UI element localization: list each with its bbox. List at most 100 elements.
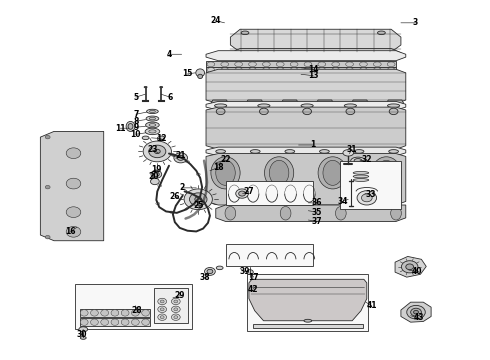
Polygon shape bbox=[206, 107, 406, 149]
Ellipse shape bbox=[304, 62, 312, 67]
Ellipse shape bbox=[149, 145, 166, 158]
Ellipse shape bbox=[131, 319, 139, 325]
Text: 40: 40 bbox=[411, 267, 422, 276]
Ellipse shape bbox=[332, 68, 340, 72]
Text: 1: 1 bbox=[311, 140, 316, 149]
Ellipse shape bbox=[377, 31, 385, 35]
Ellipse shape bbox=[263, 62, 270, 67]
Text: 43: 43 bbox=[413, 314, 424, 323]
Ellipse shape bbox=[174, 300, 178, 303]
Text: 26: 26 bbox=[170, 192, 180, 201]
Ellipse shape bbox=[126, 121, 135, 131]
Polygon shape bbox=[206, 102, 406, 110]
Polygon shape bbox=[351, 100, 369, 104]
Text: 20: 20 bbox=[148, 172, 159, 181]
Ellipse shape bbox=[401, 261, 418, 273]
Ellipse shape bbox=[407, 305, 425, 319]
Ellipse shape bbox=[241, 31, 249, 35]
Ellipse shape bbox=[346, 108, 355, 114]
Polygon shape bbox=[40, 131, 104, 241]
Ellipse shape bbox=[221, 62, 229, 67]
Ellipse shape bbox=[111, 319, 119, 325]
Ellipse shape bbox=[301, 104, 313, 108]
Ellipse shape bbox=[149, 111, 155, 112]
Text: 22: 22 bbox=[220, 156, 231, 165]
Polygon shape bbox=[206, 147, 406, 156]
Text: 34: 34 bbox=[337, 197, 348, 206]
Ellipse shape bbox=[258, 104, 270, 108]
Ellipse shape bbox=[285, 150, 294, 153]
Ellipse shape bbox=[145, 128, 160, 135]
Ellipse shape bbox=[290, 68, 298, 72]
Text: 33: 33 bbox=[366, 190, 376, 199]
Text: 17: 17 bbox=[248, 273, 259, 282]
Text: 29: 29 bbox=[174, 291, 185, 300]
Text: 12: 12 bbox=[156, 134, 167, 143]
Ellipse shape bbox=[354, 150, 364, 153]
Ellipse shape bbox=[373, 62, 381, 67]
Ellipse shape bbox=[79, 327, 88, 332]
Ellipse shape bbox=[91, 319, 98, 325]
Ellipse shape bbox=[207, 62, 215, 67]
Text: 3: 3 bbox=[413, 18, 418, 27]
Ellipse shape bbox=[304, 68, 312, 72]
Ellipse shape bbox=[158, 306, 167, 312]
Ellipse shape bbox=[91, 310, 98, 316]
Ellipse shape bbox=[144, 86, 147, 88]
Text: 23: 23 bbox=[147, 145, 158, 154]
Ellipse shape bbox=[45, 185, 50, 189]
Ellipse shape bbox=[236, 189, 248, 198]
Ellipse shape bbox=[221, 68, 229, 72]
Ellipse shape bbox=[66, 207, 81, 217]
Polygon shape bbox=[230, 49, 401, 60]
Ellipse shape bbox=[121, 310, 129, 316]
Text: 35: 35 bbox=[312, 208, 322, 217]
Bar bbox=[225, 244, 313, 266]
Ellipse shape bbox=[195, 197, 202, 202]
Ellipse shape bbox=[150, 178, 159, 185]
Ellipse shape bbox=[147, 109, 158, 113]
Ellipse shape bbox=[248, 68, 256, 72]
Ellipse shape bbox=[216, 266, 223, 270]
Text: 2: 2 bbox=[179, 183, 184, 192]
Ellipse shape bbox=[80, 319, 88, 325]
Polygon shape bbox=[281, 100, 298, 104]
Ellipse shape bbox=[174, 153, 188, 163]
Text: 41: 41 bbox=[367, 301, 377, 310]
Ellipse shape bbox=[160, 86, 163, 88]
Text: 9: 9 bbox=[133, 123, 139, 132]
Ellipse shape bbox=[172, 306, 180, 312]
Ellipse shape bbox=[101, 310, 109, 316]
Text: 39: 39 bbox=[240, 267, 250, 276]
Text: 25: 25 bbox=[194, 201, 204, 210]
Ellipse shape bbox=[204, 267, 215, 275]
Ellipse shape bbox=[158, 314, 167, 320]
Ellipse shape bbox=[142, 319, 149, 325]
Ellipse shape bbox=[345, 68, 353, 72]
Ellipse shape bbox=[149, 117, 156, 120]
Polygon shape bbox=[249, 279, 367, 321]
Ellipse shape bbox=[131, 310, 139, 316]
Ellipse shape bbox=[45, 135, 50, 139]
Ellipse shape bbox=[389, 150, 398, 153]
Ellipse shape bbox=[246, 270, 253, 275]
Polygon shape bbox=[80, 318, 149, 327]
Ellipse shape bbox=[149, 123, 156, 126]
Ellipse shape bbox=[344, 104, 356, 108]
Ellipse shape bbox=[336, 206, 346, 220]
Ellipse shape bbox=[362, 194, 372, 202]
Ellipse shape bbox=[184, 189, 212, 210]
Polygon shape bbox=[206, 67, 396, 73]
Ellipse shape bbox=[207, 269, 213, 274]
Polygon shape bbox=[206, 154, 406, 205]
Ellipse shape bbox=[146, 122, 159, 128]
Ellipse shape bbox=[387, 62, 395, 67]
Text: 36: 36 bbox=[312, 198, 322, 207]
Text: 24: 24 bbox=[211, 16, 221, 25]
Ellipse shape bbox=[303, 108, 312, 114]
Text: 27: 27 bbox=[244, 187, 254, 196]
Ellipse shape bbox=[121, 319, 129, 325]
Ellipse shape bbox=[265, 157, 294, 189]
Text: 4: 4 bbox=[167, 50, 172, 59]
Bar bbox=[247, 274, 368, 332]
